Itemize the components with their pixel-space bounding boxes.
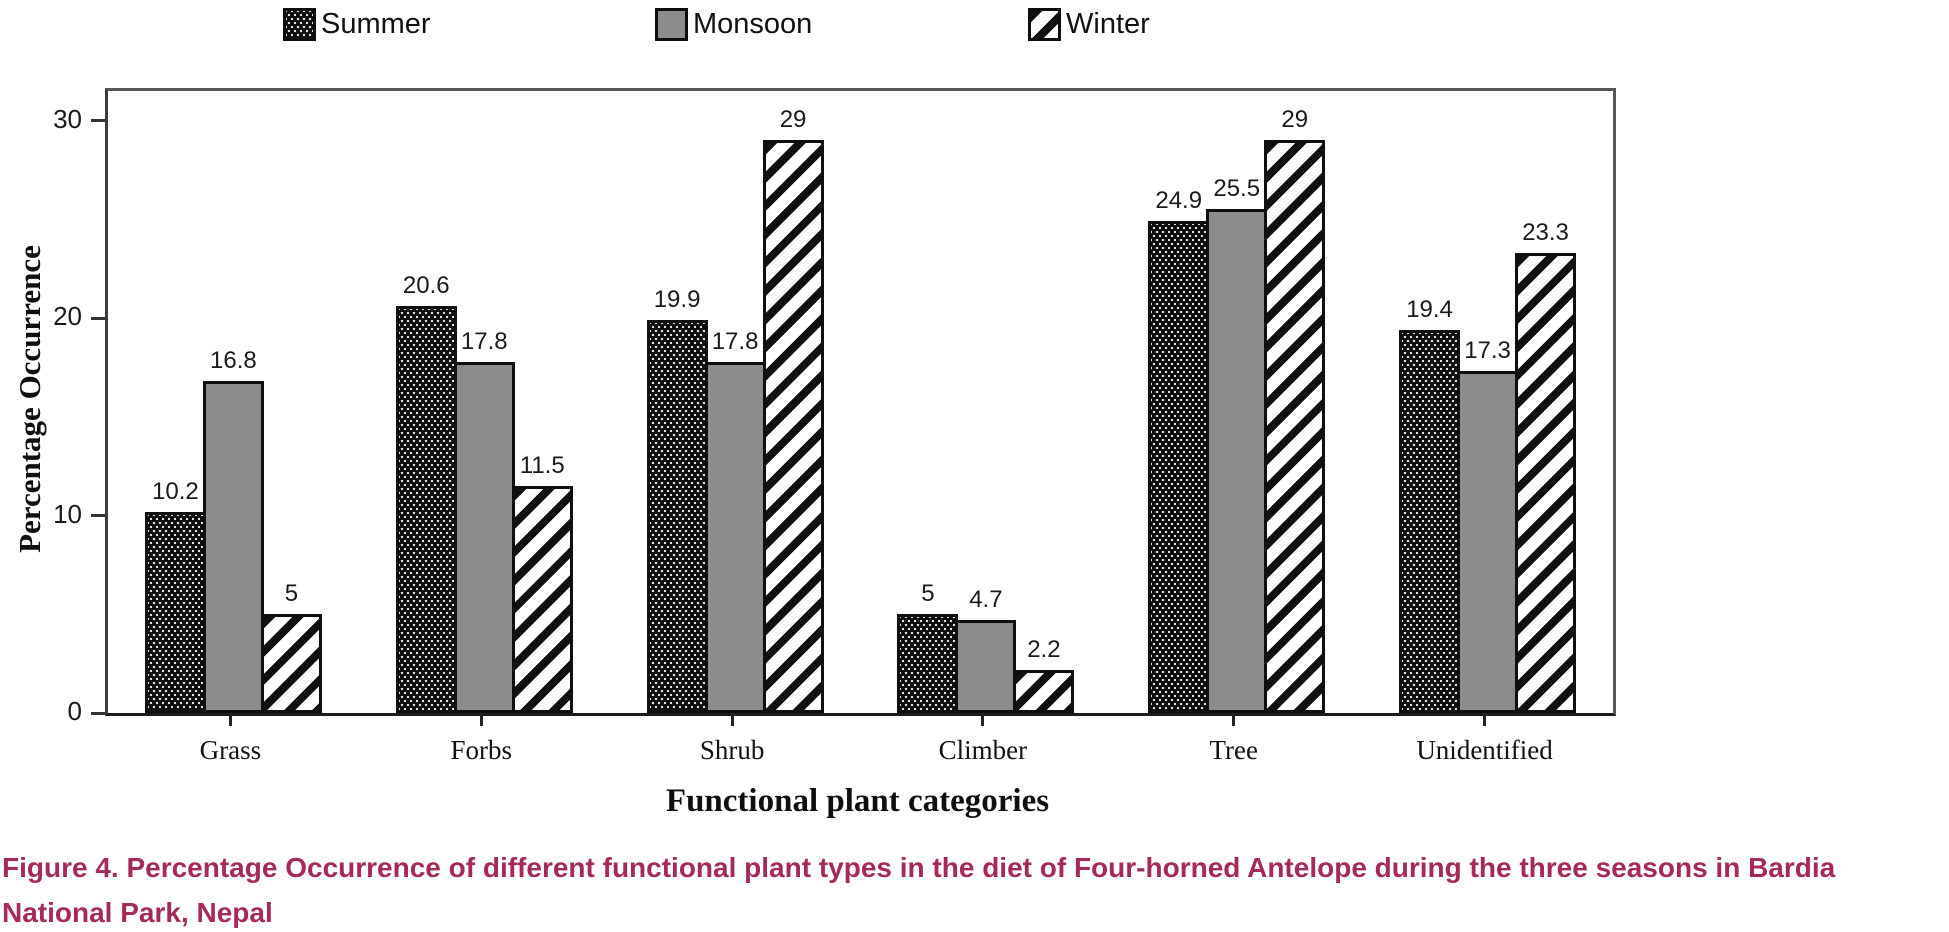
data-label: 10.2 (152, 478, 199, 505)
category-label: Grass (199, 735, 262, 765)
winter-swatch-icon (1028, 8, 1061, 41)
summer-bar-forbs: 20.6 (395, 272, 457, 713)
y-tick-label: 0 (67, 696, 82, 726)
category-label: Tree (1209, 735, 1258, 765)
monsoon-bar-shrub: 17.8 (704, 328, 766, 713)
legend-entry-winter: Winter (1028, 8, 1150, 41)
bar-group-shrub: 19.9 17.8 29 (610, 91, 861, 713)
y-tick-mark (91, 119, 105, 123)
monsoon-bar-forbs: 17.8 (453, 328, 515, 713)
y-tick-label: 20 (53, 301, 82, 332)
data-label: 5 (284, 580, 299, 607)
category-cell-tree: Tree (1108, 713, 1359, 766)
monsoon-bar-unidentified: 17.3 (1457, 337, 1519, 713)
legend-entry-monsoon: Monsoon (655, 8, 812, 41)
y-tick-mark (91, 514, 105, 518)
winter-bar-unidentified: 23.3 (1515, 219, 1577, 713)
data-label: 29 (779, 106, 807, 133)
category-cell-unidentified: Unidentified (1359, 713, 1610, 766)
figure-caption: Figure 4. Percentage Occurrence of diffe… (2, 852, 1836, 928)
plot-area: 0 10 20 30 10.2 16.8 5 20.6 17.8 11.5 19.9 17.8 29 5 4… (53, 88, 1616, 726)
x-tick-mark (981, 713, 985, 726)
category-label: Forbs (450, 735, 512, 765)
bar-group-grass: 10.2 16.8 5 (108, 91, 359, 713)
x-axis-categories: Grass Forbs Shrub Climber Tree Unidentified (105, 713, 1610, 766)
data-label: 23.3 (1522, 219, 1569, 246)
x-axis-title: Functional plant categories (665, 783, 1050, 819)
monsoon-bar-tree: 25.5 (1206, 175, 1268, 713)
data-label: 4.7 (969, 586, 1003, 613)
summer-bar-grass: 10.2 (144, 478, 206, 713)
summer-bar-tree: 24.9 (1148, 187, 1210, 713)
data-label: 24.9 (1155, 187, 1203, 214)
winter-bar-shrub: 29 (762, 106, 824, 713)
winter-bar-tree: 29 (1264, 106, 1326, 713)
bar-group-tree: 24.9 25.5 29 (1111, 91, 1362, 713)
x-tick-mark (479, 713, 483, 726)
data-label: 16.8 (210, 347, 257, 374)
bar-group-climber: 5 4.7 2.2 (860, 91, 1111, 713)
data-label: 5 (921, 580, 935, 607)
monsoon-bar-climber: 4.7 (955, 586, 1017, 713)
winter-bar-grass: 5 (260, 580, 322, 713)
legend-label-winter: Winter (1066, 8, 1150, 40)
data-label: 20.6 (402, 272, 450, 299)
y-tick-label: 30 (53, 103, 82, 134)
x-tick-mark (730, 713, 734, 726)
x-tick-mark (228, 713, 232, 726)
y-tick-mark (91, 316, 105, 320)
data-label: 19.4 (1406, 296, 1453, 323)
data-label: 29 (1281, 106, 1309, 133)
summer-bar-unidentified: 19.4 (1399, 296, 1461, 713)
category-cell-climber: Climber (857, 713, 1108, 766)
category-cell-grass: Grass (105, 713, 356, 766)
data-label: 19.9 (653, 286, 701, 313)
bar-group-forbs: 20.6 17.8 11.5 (359, 91, 610, 713)
data-label: 11.5 (519, 452, 565, 479)
data-label: 2.2 (1027, 636, 1061, 663)
data-label: 17.8 (460, 328, 508, 355)
x-tick-mark (1232, 713, 1236, 726)
category-label: Unidentified (1416, 735, 1553, 765)
legend-label-summer: Summer (321, 8, 431, 40)
winter-bar-forbs: 11.5 (511, 452, 573, 713)
summer-bar-climber: 5 (897, 580, 959, 713)
data-label: 17.3 (1464, 337, 1511, 364)
category-cell-shrub: Shrub (607, 713, 858, 766)
summer-swatch-icon (283, 8, 316, 41)
data-label: 17.8 (711, 328, 759, 355)
category-label: Climber (938, 735, 1028, 765)
monsoon-swatch-icon (655, 8, 688, 41)
monsoon-bar-grass: 16.8 (202, 347, 264, 713)
category-cell-forbs: Forbs (356, 713, 607, 766)
y-tick-mark (91, 711, 105, 715)
category-label: Shrub (699, 735, 765, 765)
bar-group-unidentified: 19.4 17.3 23.3 (1362, 91, 1613, 713)
winter-bar-climber: 2.2 (1013, 636, 1075, 713)
y-tick-label: 10 (53, 498, 82, 529)
data-label: 25.5 (1213, 175, 1261, 202)
legend-entry-summer: Summer (283, 8, 431, 41)
x-tick-mark (1483, 713, 1487, 726)
summer-bar-shrub: 19.9 (646, 286, 708, 713)
legend-label-monsoon: Monsoon (693, 8, 813, 40)
